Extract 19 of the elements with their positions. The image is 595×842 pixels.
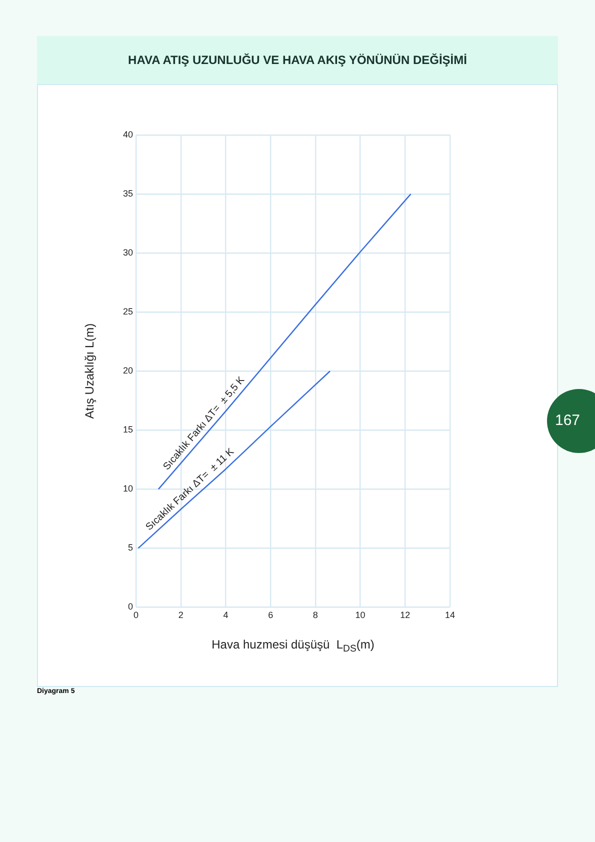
text: 167	[547, 389, 595, 453]
y-tick-label: 5	[128, 542, 134, 553]
y-tick-label: 15	[122, 424, 134, 435]
y-tick-label: 40	[122, 129, 134, 140]
x-tick-label: 12	[400, 610, 410, 620]
y-tick-label: 20	[122, 366, 134, 376]
y-tick-label: 0	[128, 602, 134, 612]
y-tick-label: 10	[122, 484, 134, 494]
x-tick-label: 6	[268, 610, 274, 620]
x-tick-label: 8	[312, 610, 318, 620]
y-tick-label: 30	[122, 248, 134, 258]
y-tick-label: 25	[122, 306, 134, 317]
y-axis-title: Atış Uzaklığı L(m)	[82, 323, 96, 419]
y-tick-label: 35	[122, 188, 134, 199]
x-tick-label: 10	[355, 610, 366, 620]
x-tick-label: 4	[223, 610, 228, 620]
chart-title: HAVA ATIŞ UZUNLUĞU VE HAVA AKIŞ YÖNÜNÜN DEĞİŞİMİ	[37, 36, 558, 84]
x-tick-label: 14	[444, 610, 456, 620]
x-tick-label: 2	[178, 610, 184, 620]
